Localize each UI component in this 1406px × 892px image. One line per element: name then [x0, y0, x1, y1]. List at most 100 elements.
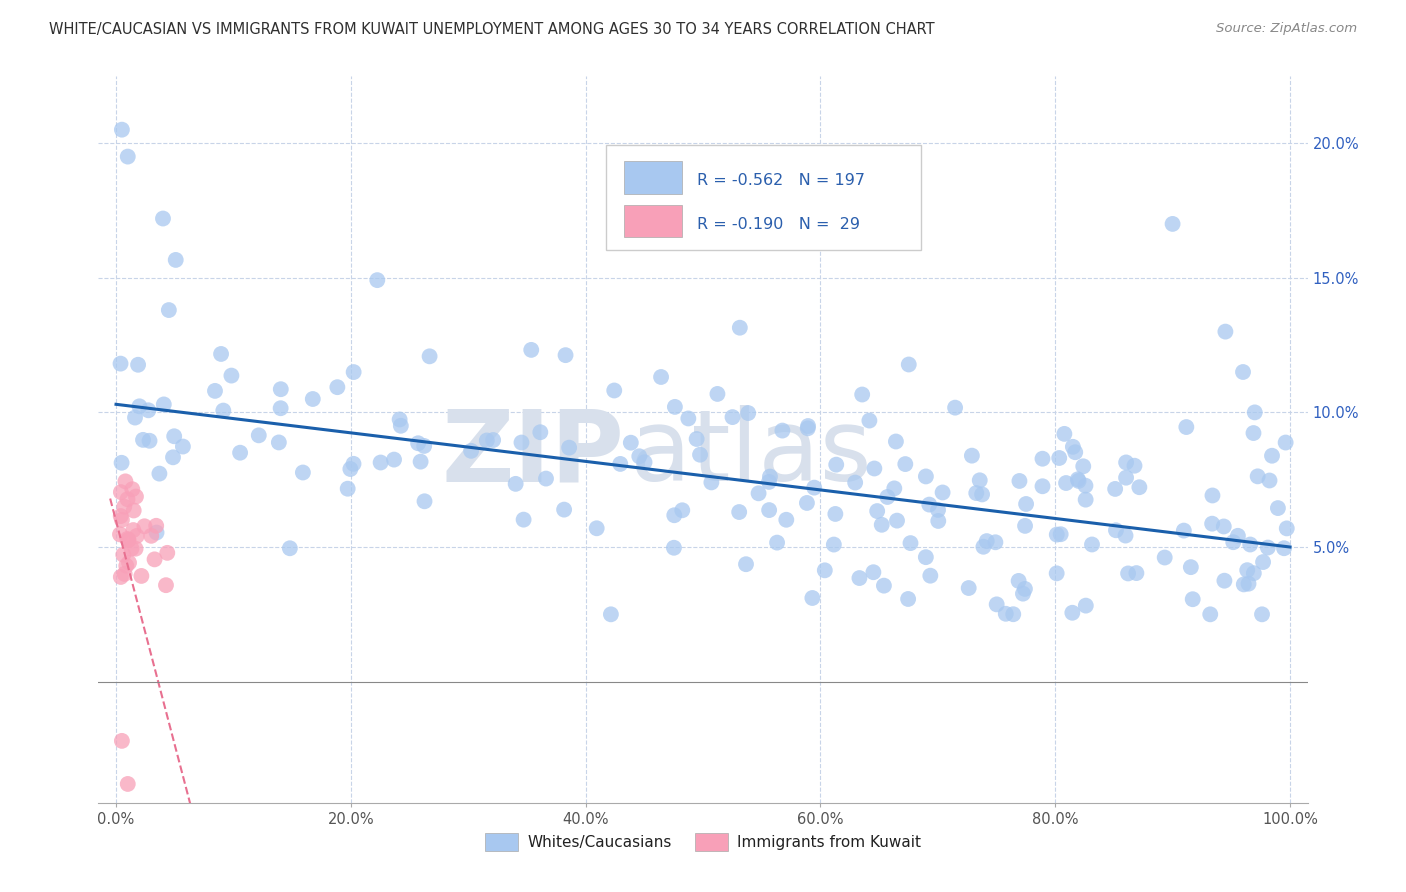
Point	[1222, 535, 1244, 549]
Point	[1243, 405, 1265, 419]
Point	[141, 529, 163, 543]
Point	[172, 440, 194, 454]
Point	[735, 558, 758, 572]
Point	[229, 446, 252, 460]
Point	[766, 535, 789, 549]
Point	[110, 485, 132, 500]
Point	[342, 457, 364, 471]
Point	[825, 458, 848, 472]
Point	[1251, 555, 1274, 569]
Point	[112, 548, 135, 562]
Point	[1201, 516, 1223, 531]
Point	[633, 455, 655, 469]
Point	[553, 502, 575, 516]
Point	[1161, 217, 1184, 231]
Point	[406, 436, 429, 450]
Point	[510, 435, 533, 450]
FancyBboxPatch shape	[624, 204, 682, 237]
Point	[927, 514, 949, 528]
Point	[884, 434, 907, 449]
Point	[122, 523, 145, 537]
Point	[876, 490, 898, 504]
Text: WHITE/CAUCASIAN VS IMMIGRANTS FROM KUWAIT UNEMPLOYMENT AMONG AGES 30 TO 34 YEARS: WHITE/CAUCASIAN VS IMMIGRANTS FROM KUWAI…	[49, 22, 935, 37]
Point	[920, 568, 942, 582]
Point	[886, 514, 908, 528]
Point	[155, 578, 177, 592]
Point	[969, 473, 991, 487]
Point	[505, 476, 527, 491]
Point	[870, 517, 893, 532]
Text: R = -0.562   N = 197: R = -0.562 N = 197	[697, 173, 865, 188]
Point	[797, 421, 820, 435]
Point	[143, 552, 166, 566]
Point	[127, 358, 149, 372]
Point	[1237, 576, 1260, 591]
Point	[534, 472, 557, 486]
Point	[1257, 541, 1279, 555]
Point	[914, 550, 936, 565]
Point	[145, 518, 167, 533]
Point	[803, 481, 825, 495]
Point	[122, 503, 145, 517]
Point	[138, 403, 160, 417]
Point	[1125, 566, 1147, 580]
Point	[1181, 592, 1204, 607]
Point	[131, 569, 153, 583]
Point	[814, 563, 837, 577]
Point	[1123, 458, 1146, 473]
Point	[664, 508, 686, 523]
Point	[153, 397, 176, 411]
Point	[1258, 474, 1281, 488]
Point	[1175, 420, 1198, 434]
Point	[165, 252, 187, 267]
Point	[758, 503, 780, 517]
Point	[728, 320, 751, 334]
Point	[267, 435, 290, 450]
Point	[301, 392, 323, 406]
Point	[1049, 527, 1071, 541]
Point	[124, 410, 146, 425]
Point	[1067, 474, 1090, 488]
Point	[1054, 476, 1077, 491]
Point	[758, 475, 780, 489]
Point	[984, 535, 1007, 549]
Point	[163, 429, 186, 443]
Point	[1261, 449, 1284, 463]
Point	[883, 482, 905, 496]
Point	[117, 533, 139, 547]
Point	[512, 513, 534, 527]
Point	[221, 368, 243, 383]
Point	[721, 410, 744, 425]
Point	[1275, 521, 1298, 535]
Point	[366, 273, 388, 287]
Point	[291, 466, 314, 480]
Point	[117, 150, 139, 164]
Point	[894, 457, 917, 471]
Point	[1053, 426, 1076, 441]
Text: Source: ZipAtlas.com: Source: ZipAtlas.com	[1216, 22, 1357, 36]
Point	[1272, 541, 1295, 556]
Point	[145, 525, 167, 540]
Point	[409, 455, 432, 469]
Point	[797, 419, 820, 434]
Point	[1031, 479, 1053, 493]
Point	[1062, 606, 1084, 620]
Point	[326, 380, 349, 394]
Point	[862, 566, 884, 580]
Point	[1067, 472, 1090, 486]
Point	[520, 343, 543, 357]
Point	[209, 347, 232, 361]
Point	[125, 490, 148, 504]
Point	[737, 406, 759, 420]
Point	[796, 496, 818, 510]
Point	[117, 532, 139, 546]
Point	[585, 521, 607, 535]
Point	[482, 433, 505, 447]
Point	[1232, 365, 1254, 379]
Point	[706, 387, 728, 401]
Point	[1153, 550, 1175, 565]
Point	[1212, 519, 1234, 533]
Point	[1074, 492, 1097, 507]
Point	[1239, 537, 1261, 551]
Point	[212, 403, 235, 417]
